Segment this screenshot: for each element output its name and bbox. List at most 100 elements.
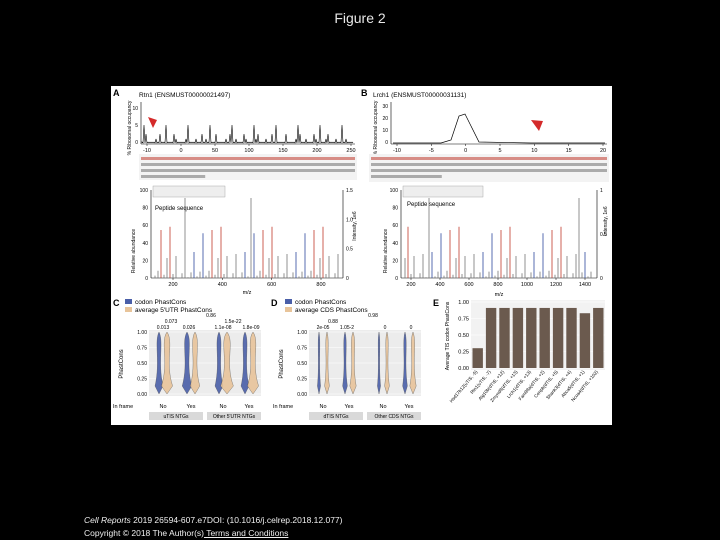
copyright-text: Copyright © 2018 The Author(s) xyxy=(84,528,204,538)
panel-e-bar-5 xyxy=(539,307,550,368)
panel-d-group-box-1 xyxy=(309,412,363,420)
panel-c-violin-3-tan xyxy=(247,331,259,395)
panel-b-x-tick-3: 5 xyxy=(498,148,501,154)
panel-b-seq-line-0 xyxy=(371,157,607,160)
panel-c-pvalue-low-4: 1.8e-09 xyxy=(243,325,260,331)
panel-d-pvalue-low-3: 0 xyxy=(384,325,387,331)
panel-b-spec-y-tick-4: 80 xyxy=(392,206,398,212)
panel-c-ylabel: PhastCons xyxy=(119,349,125,378)
panel-b-x-tick-4: 10 xyxy=(531,148,537,154)
panel-a-spec-y-tick-0: 0 xyxy=(145,276,148,282)
panel-c-violin-2-blue xyxy=(214,331,224,395)
panel-d-x-cat-2: Yes xyxy=(345,404,354,410)
panel-b-peptide-box xyxy=(402,185,484,198)
panel-a-spec-y-tick-3: 60 xyxy=(142,223,148,229)
panel-b-letter: B xyxy=(361,88,368,98)
citation-journal: Cell Reports xyxy=(84,515,131,525)
panel-d-violin-0-tan xyxy=(324,331,330,395)
panel-c-group-box-1 xyxy=(149,412,203,420)
panel-c-pvalue-low-1: 0.013 xyxy=(157,325,170,331)
panel-b-spec-y2-tick-2: 1 xyxy=(600,188,603,194)
panel-c-violin-1-tan xyxy=(190,331,200,395)
panel-c-y-tick-4: 1.00 xyxy=(137,330,147,336)
panel-e-y-tick-3: 0.75 xyxy=(458,317,469,323)
panel-c-x-cat-3: No xyxy=(219,404,226,410)
panel-a-arrow-icon xyxy=(148,117,157,128)
panel-e-letter: E xyxy=(433,298,439,308)
panel-c-group-2: Other 5'UTR NTGs xyxy=(213,414,256,420)
terms-and-conditions-link[interactable]: Terms and Conditions xyxy=(203,528,289,538)
panel-a-occupancy-line xyxy=(141,124,354,144)
panel-e-ylabel: Average TIS codon PhastCons xyxy=(445,301,451,370)
figure-image: A Rtn1 (ENSMUST00000021497) % Ribosomal … xyxy=(111,86,612,425)
citation-rest: 2019 26594-607.e7DOI: (10.1016/j.celrep.… xyxy=(130,515,343,525)
panel-a-seq-line-2 xyxy=(141,169,355,172)
panel-d-group-1: dTIS NTGs xyxy=(323,414,349,420)
panel-d-violin-3-tan xyxy=(409,331,417,395)
panel-b-spec-x-tick-0: 200 xyxy=(406,282,415,288)
panel-d-violin-2-blue xyxy=(377,331,381,395)
panel-e-bar-8 xyxy=(579,313,591,368)
panel-c-violin-0-blue xyxy=(154,331,164,395)
panel-b-spectrum-peaks xyxy=(404,198,592,278)
panel-d-violin-3-blue xyxy=(402,331,408,395)
panel-c-y-tick-0: 0.00 xyxy=(137,392,147,398)
panel-b-ylabel: % Ribosomal occupancy xyxy=(373,100,379,155)
panel-c-pvalue-low-2: 0.026 xyxy=(183,325,196,331)
panel-a-seq-line-3 xyxy=(141,175,206,178)
panel-b-occupancy-trace xyxy=(393,113,605,144)
panel-e-bar-3 xyxy=(512,307,524,368)
panel-b-x-tick-2: 0 xyxy=(464,148,467,154)
panel-d-pvalue-top: 0.98 xyxy=(368,313,378,319)
panel-a-peptide-box xyxy=(152,185,226,198)
panel-e-y-tick-0: 0.00 xyxy=(458,366,469,372)
panel-a-spectrum-xlabel: m/z xyxy=(243,290,252,296)
panel-e-y-tick-2: 0.50 xyxy=(458,333,469,339)
panel-d-y-tick-1: 0.25 xyxy=(297,377,307,383)
panel-d-y-tick-0: 0.00 xyxy=(297,392,307,398)
panel-a-x-tick-6: 250 xyxy=(346,148,355,154)
panel-e-y-tick-1: 0.25 xyxy=(458,350,469,356)
panel-e-category-labels: Hsd17b12(uTIS, -5)Rtn1(uTIS, -7)Alg10b(d… xyxy=(449,369,600,403)
panel-a-ylabel: % Ribosomal occupancy xyxy=(127,100,133,155)
panel-b-spec-x-tick-3: 800 xyxy=(493,282,502,288)
panel-b-x-ticks: -10 -5 0 5 10 15 20 xyxy=(393,144,606,154)
panel-a-seq-line-0 xyxy=(141,157,355,160)
panel-d-pvalue-low-1: 2e-05 xyxy=(317,325,330,331)
panel-a-gene: Rtn1 (ENSMUST00000021497) xyxy=(139,92,230,99)
panel-b-arrow-icon xyxy=(531,120,543,131)
panel-b-spec-y-tick-1: 20 xyxy=(392,258,398,264)
panel-b-spectrum-xlabel: m/z xyxy=(495,292,504,298)
panel-a-x-tick-5: 200 xyxy=(312,148,321,154)
panel-a-x-ticks: -10 0 50 100 150 200 250 xyxy=(143,144,356,154)
copyright: Copyright © 2018 The Author(s) Terms and… xyxy=(84,528,288,538)
panel-a-spectrum-peaks xyxy=(154,198,339,278)
panel-c-y-tick-1: 0.25 xyxy=(137,377,147,383)
panel-d-ylabel: PhastCons xyxy=(279,349,285,378)
panel-d-x-cat-4: Yes xyxy=(405,404,414,410)
panel-d-x-cat-3: No xyxy=(379,404,386,410)
panel-a-spec-y-tick-2: 40 xyxy=(142,241,148,247)
panel-d-legend-1: codon PhastCons xyxy=(295,299,347,306)
panel-e: E Average TIS codon PhastCons 0.00 0.25 0.… xyxy=(433,298,605,404)
figure-svg: A Rtn1 (ENSMUST00000021497) % Ribosomal … xyxy=(113,88,609,420)
panel-c-violin-2-tan xyxy=(220,331,234,395)
panel-e-bars xyxy=(472,307,604,368)
panel-b-y-tick-3: 30 xyxy=(382,104,388,110)
panel-e-bar-0 xyxy=(472,348,483,368)
panel-b-spectrum-y-ticks: 0 20 40 60 80 100 xyxy=(390,188,399,282)
panel-b-spec-y-tick-0: 0 xyxy=(395,276,398,282)
panel-b-y-ticks: 0 10 20 30 xyxy=(382,104,388,146)
panel-a-seq-line-1 xyxy=(141,163,355,166)
panel-c-violin-3-blue xyxy=(240,331,250,395)
panel-b-x-tick-5: 15 xyxy=(566,148,572,154)
panel-b-x-tick-0: -10 xyxy=(393,148,401,154)
panel-b-y-tick-0: 0 xyxy=(385,140,388,146)
panel-e-bar-7 xyxy=(566,307,577,368)
panel-c-x-cat-1: No xyxy=(159,404,166,410)
panel-a-x-tick-0: -10 xyxy=(143,148,151,154)
panel-d-y-tick-2: 0.50 xyxy=(297,361,307,367)
panel-a-spec-x-tick-1: 400 xyxy=(218,282,227,288)
page-title: Figure 2 xyxy=(334,10,386,26)
panel-a-spectrum-x-ticks: 200 400 600 800 xyxy=(168,278,326,288)
